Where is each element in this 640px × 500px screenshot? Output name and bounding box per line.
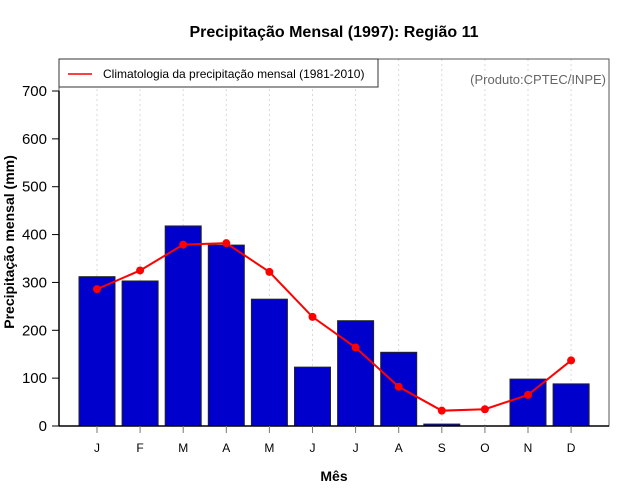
bar-4 xyxy=(250,298,288,427)
x-tick-label: M xyxy=(264,441,274,455)
x-tick-label: N xyxy=(524,441,533,455)
x-tick-label: M xyxy=(178,441,188,455)
bar-10 xyxy=(509,378,547,427)
climatology-point-7 xyxy=(394,382,403,391)
x-axis-title: Mês xyxy=(320,468,347,484)
climatology-point-3 xyxy=(222,239,231,248)
x-tick-label: S xyxy=(438,441,446,455)
bar-3 xyxy=(207,244,245,427)
bar-5 xyxy=(294,366,331,427)
y-tick-label: 200 xyxy=(22,322,47,339)
bar-6 xyxy=(337,320,375,427)
x-tick-label: J xyxy=(94,441,100,455)
x-tick-label: A xyxy=(395,441,403,455)
climatology-point-1 xyxy=(136,266,145,275)
y-axis-title: Precipitação mensal (mm) xyxy=(1,155,17,329)
climatology-line xyxy=(96,242,572,412)
legend-entry-climatology: Climatologia da precipitação mensal (198… xyxy=(103,67,364,81)
climatology-line-group xyxy=(93,239,576,415)
climatology-point-6 xyxy=(351,343,360,352)
climatology-point-0 xyxy=(93,285,101,294)
climatology-point-9 xyxy=(480,405,489,414)
y-tick-label: 100 xyxy=(22,370,47,387)
x-tick-label: J xyxy=(353,441,359,455)
y-axis-ticks: 0 100 200 300 400 500 600 700 xyxy=(22,83,59,435)
bar-0 xyxy=(78,276,116,427)
bar-1 xyxy=(121,280,159,427)
x-tick-label: O xyxy=(480,441,489,455)
climatology-point-8 xyxy=(437,406,446,415)
y-tick-label: 600 xyxy=(22,131,47,148)
y-tick-label: 400 xyxy=(22,227,47,244)
climatology-point-10 xyxy=(524,390,532,399)
y-tick-label: 500 xyxy=(22,179,47,196)
source-annotation: (Produto:CPTEC/INPE) xyxy=(470,72,606,87)
x-tick-label: A xyxy=(222,441,230,455)
y-tick-label: 300 xyxy=(22,274,47,291)
legend-box xyxy=(58,58,379,88)
x-tick-label: F xyxy=(136,441,143,455)
y-tick-label: 0 xyxy=(39,418,47,435)
legend: Climatologia da precipitação mensal (198… xyxy=(58,58,379,88)
bars-group xyxy=(78,225,590,427)
climatology-point-2 xyxy=(179,240,188,249)
chart-title: Precipitação Mensal (1997): Região 11 xyxy=(189,24,478,41)
x-tick-label: D xyxy=(567,441,576,455)
bar-2 xyxy=(164,225,202,427)
bar-11 xyxy=(552,383,590,427)
climatology-point-5 xyxy=(308,312,317,321)
y-tick-label: 700 xyxy=(22,83,47,100)
climatology-point-4 xyxy=(265,267,274,276)
x-tick-label: J xyxy=(310,441,316,455)
climatology-point-11 xyxy=(567,356,576,365)
